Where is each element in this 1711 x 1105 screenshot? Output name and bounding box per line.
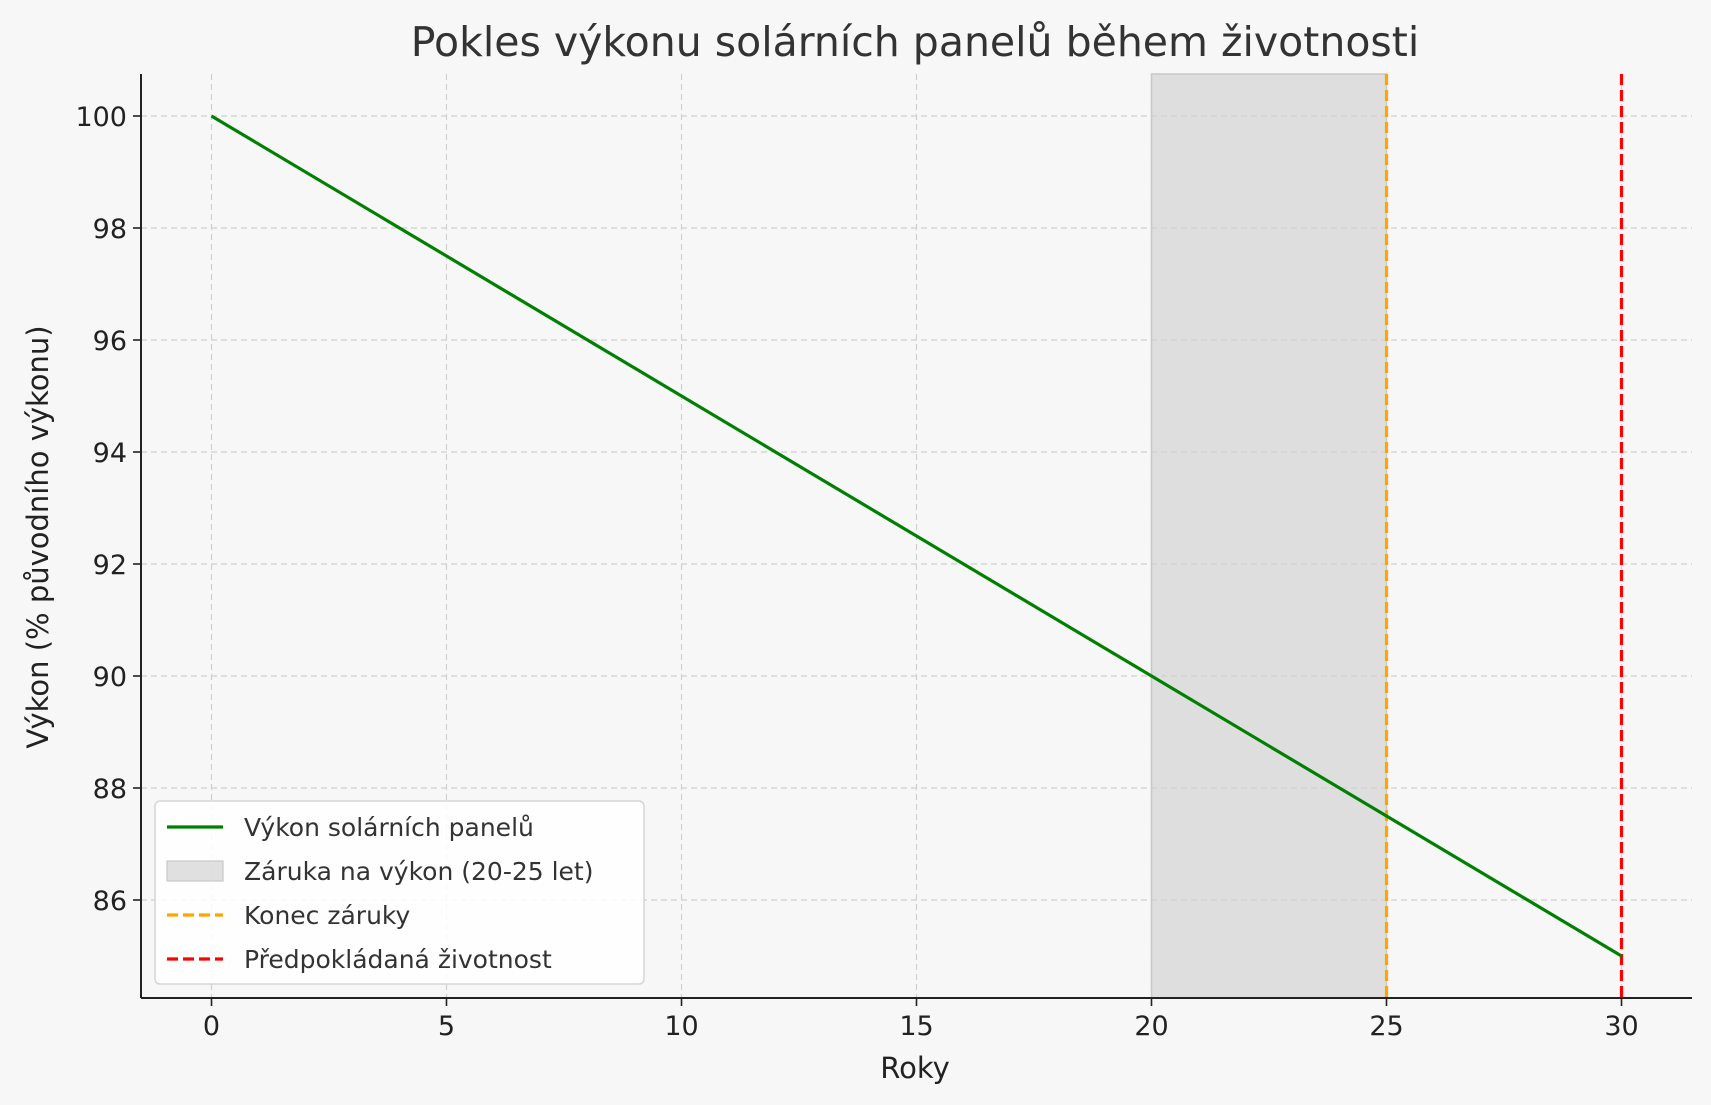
x-tick-label: 10 <box>664 1011 698 1042</box>
warranty-span-layer <box>1150 73 1388 999</box>
legend-label: Záruka na výkon (20-25 let) <box>244 857 593 886</box>
x-axis-label: Roky <box>880 1051 950 1085</box>
y-tick-label: 86 <box>93 886 127 917</box>
x-tick-label: 15 <box>899 1011 933 1042</box>
y-tick-label: 88 <box>93 774 127 805</box>
y-tick-label: 90 <box>93 662 127 693</box>
y-tick-label: 92 <box>93 550 127 581</box>
x-tick-label: 30 <box>1604 1011 1638 1042</box>
legend-label: Výkon solárních panelů <box>244 813 534 842</box>
legend-swatch <box>166 860 224 882</box>
reference-lines <box>1384 74 1624 998</box>
y-tick-label: 94 <box>93 438 127 469</box>
y-axis-label: Výkon (% původního výkonu) <box>21 325 55 748</box>
legend-box <box>154 800 645 985</box>
x-tick-label: 5 <box>438 1011 455 1042</box>
tick-labels: 0 5 10 15 20 25 30 86 88 90 92 94 96 98 100 <box>75 102 1638 1042</box>
y-tick-label: 100 <box>75 102 127 133</box>
legend-label: Předpokládaná životnost <box>244 945 552 974</box>
axes <box>133 74 1692 1006</box>
series-layer <box>210 114 1623 958</box>
series-line-vykon <box>210 114 1623 958</box>
chart-title: Pokles výkonu solárních panelů během živ… <box>411 18 1419 66</box>
x-tick-label: 20 <box>1134 1011 1168 1042</box>
warranty-span <box>1150 73 1388 999</box>
y-tick-label: 98 <box>93 214 127 245</box>
x-tick-label: 0 <box>203 1011 220 1042</box>
legend: Výkon solárních panelů Záruka na výkon (2… <box>154 800 645 985</box>
x-tick-label: 25 <box>1369 1011 1403 1042</box>
y-tick-label: 96 <box>93 326 127 357</box>
legend-label: Konec záruky <box>244 901 411 930</box>
